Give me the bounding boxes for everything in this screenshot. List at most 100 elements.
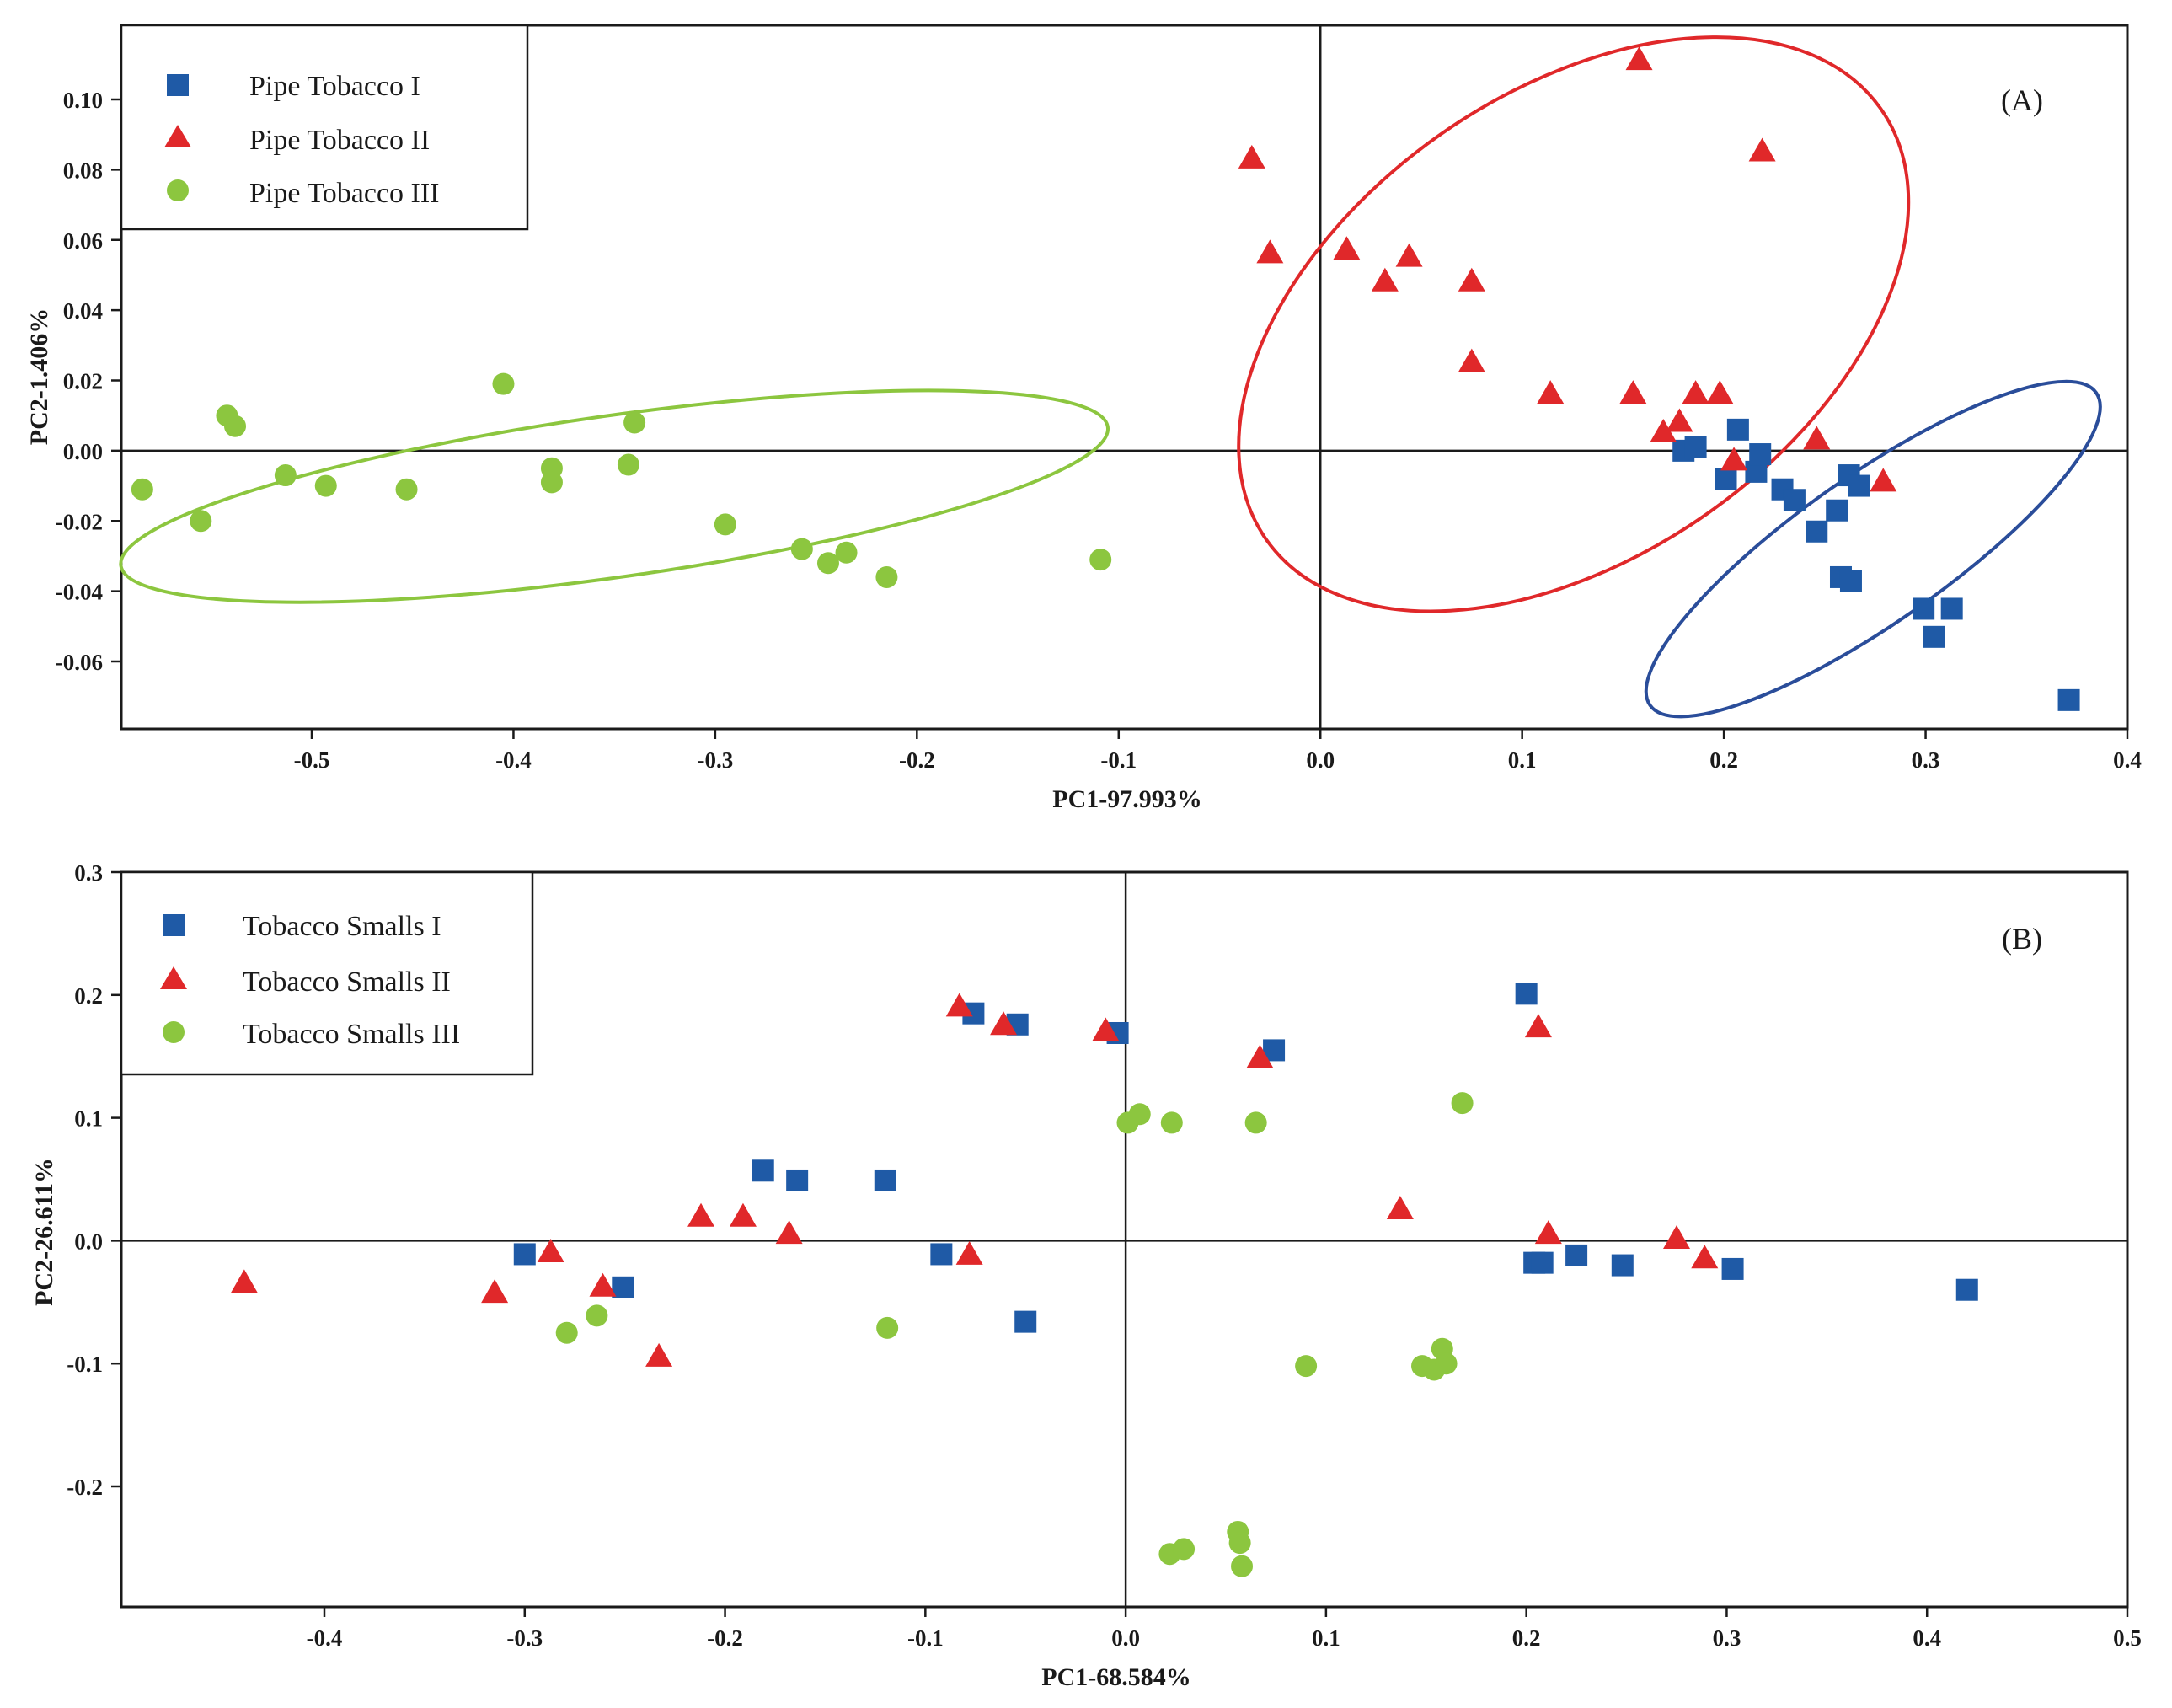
y-tick-label: 0.2 xyxy=(74,983,103,1009)
point-square xyxy=(612,1276,634,1298)
x-axis-ticks-b: -0.4 -0.3 -0.2 -0.1 0.0 0.1 0.2 0.3 0.4 0.5 xyxy=(307,1607,2142,1651)
point-triangle xyxy=(1720,447,1748,471)
y-tick-label: -0.04 xyxy=(56,580,103,605)
point-triangle xyxy=(1333,236,1361,260)
legend-marker-pipe-tobacco-2 xyxy=(164,125,191,147)
y-tick-label: 0.02 xyxy=(63,369,103,394)
legend-box-a xyxy=(120,24,529,231)
y-axis-title-a: PC2-1.406% xyxy=(25,308,53,445)
x-tick-label: -0.4 xyxy=(307,1625,343,1651)
y-axis-title-b: PC2-26.611% xyxy=(30,1158,58,1306)
x-tick-label: -0.1 xyxy=(907,1625,944,1651)
point-circle xyxy=(876,1316,899,1339)
x-tick-label: -0.2 xyxy=(899,747,935,773)
point-triangle xyxy=(1524,1014,1552,1038)
x-tick-label: -0.4 xyxy=(495,747,532,773)
y-tick-label: 0.04 xyxy=(63,298,103,324)
point-triangle xyxy=(481,1279,509,1304)
x-tick-label: 0.0 xyxy=(1111,1625,1140,1651)
y-tick-label: 0.08 xyxy=(63,158,103,183)
x-tick-label: 0.2 xyxy=(1709,747,1738,773)
legend-marker-tobacco-smalls-3 xyxy=(163,1021,185,1043)
x-tick-label: -0.1 xyxy=(1100,747,1137,773)
point-triangle xyxy=(1666,408,1693,432)
y-tick-label: 0.3 xyxy=(74,860,103,886)
point-triangle xyxy=(1619,380,1647,404)
point-circle xyxy=(1160,1111,1183,1134)
point-triangle xyxy=(1395,243,1423,267)
point-triangle xyxy=(990,1011,1018,1036)
legend-label-tobacco-smalls-3: Tobacco Smalls III xyxy=(243,1019,460,1050)
point-triangle xyxy=(1650,419,1677,443)
point-square xyxy=(1014,1310,1037,1333)
point-circle xyxy=(314,474,337,497)
point-triangle xyxy=(537,1238,564,1262)
y-tick-label: -0.2 xyxy=(67,1475,103,1500)
point-circle xyxy=(586,1304,608,1327)
legend-marker-pipe-tobacco-3 xyxy=(167,179,189,201)
plot-frame-a xyxy=(120,24,2129,731)
point-circle xyxy=(1231,1555,1254,1577)
data-points-b xyxy=(230,983,1978,1577)
point-square xyxy=(1684,436,1707,458)
point-square xyxy=(1565,1244,1588,1266)
panel-a: -0.5 -0.4 -0.3 -0.2 -0.1 0.0 0.1 0.2 0.3 0.4 -0.0… xyxy=(25,24,2142,813)
x-tick-label: 0.2 xyxy=(1512,1625,1541,1651)
point-square xyxy=(930,1243,953,1266)
point-triangle xyxy=(1748,137,1776,162)
point-square xyxy=(1715,468,1737,490)
point-triangle xyxy=(1238,144,1265,169)
point-circle xyxy=(540,471,563,494)
y-tick-label: -0.1 xyxy=(67,1352,103,1377)
point-triangle xyxy=(955,1240,983,1265)
legend-label-pipe-tobacco-1: Pipe Tobacco I xyxy=(249,71,420,102)
x-tick-label: 0.1 xyxy=(1312,1625,1340,1651)
point-circle xyxy=(714,513,736,536)
y-tick-label: 0.10 xyxy=(63,88,103,113)
point-triangle xyxy=(1386,1195,1414,1219)
point-circle xyxy=(1173,1538,1196,1561)
point-triangle xyxy=(1256,239,1284,264)
point-triangle xyxy=(1870,468,1897,492)
x-axis-ticks-a: -0.5 -0.4 -0.3 -0.2 -0.1 0.0 0.1 0.2 0.3 0.4 xyxy=(294,729,2142,773)
point-triangle xyxy=(729,1202,757,1227)
x-tick-label: 0.0 xyxy=(1306,747,1335,773)
point-square xyxy=(1515,983,1538,1005)
point-square xyxy=(1531,1251,1554,1274)
x-tick-label: 0.1 xyxy=(1508,747,1537,773)
y-axis-ticks-b: -0.2 -0.1 0.0 0.1 0.2 0.3 xyxy=(67,860,121,1500)
point-triangle xyxy=(1682,380,1709,404)
point-triangle xyxy=(1691,1245,1719,1269)
point-circle xyxy=(790,538,813,560)
point-square xyxy=(1839,570,1862,592)
point-triangle xyxy=(1537,380,1565,404)
y-tick-label: 0.00 xyxy=(63,439,103,464)
point-circle xyxy=(1128,1103,1151,1126)
point-triangle xyxy=(1534,1220,1562,1245)
point-square xyxy=(1848,474,1870,497)
legend-b: Tobacco Smalls I Tobacco Smalls II Tobac… xyxy=(120,870,534,1076)
point-circle xyxy=(131,478,153,501)
point-circle xyxy=(555,1321,578,1344)
point-circle xyxy=(1089,549,1112,571)
point-square xyxy=(1611,1254,1634,1277)
ellipse-pipe-tobacco-2 xyxy=(1237,35,1911,613)
point-triangle xyxy=(1371,267,1399,292)
point-circle xyxy=(835,541,858,564)
x-tick-label: -0.3 xyxy=(698,747,734,773)
panel-label-a: (A) xyxy=(2001,83,2043,117)
point-circle xyxy=(224,415,247,437)
point-circle xyxy=(274,464,297,487)
point-triangle xyxy=(1246,1044,1274,1068)
legend-label-pipe-tobacco-2: Pipe Tobacco II xyxy=(249,125,430,156)
x-tick-label: -0.2 xyxy=(707,1625,743,1651)
point-circle xyxy=(875,565,898,588)
x-axis-title-a: PC1-97.993% xyxy=(1052,785,1201,813)
point-triangle xyxy=(589,1272,617,1297)
point-square xyxy=(1913,597,1935,620)
point-circle xyxy=(1435,1352,1458,1375)
x-tick-label: 0.4 xyxy=(1913,1625,1941,1651)
point-circle xyxy=(816,552,839,575)
point-triangle xyxy=(1625,46,1653,71)
